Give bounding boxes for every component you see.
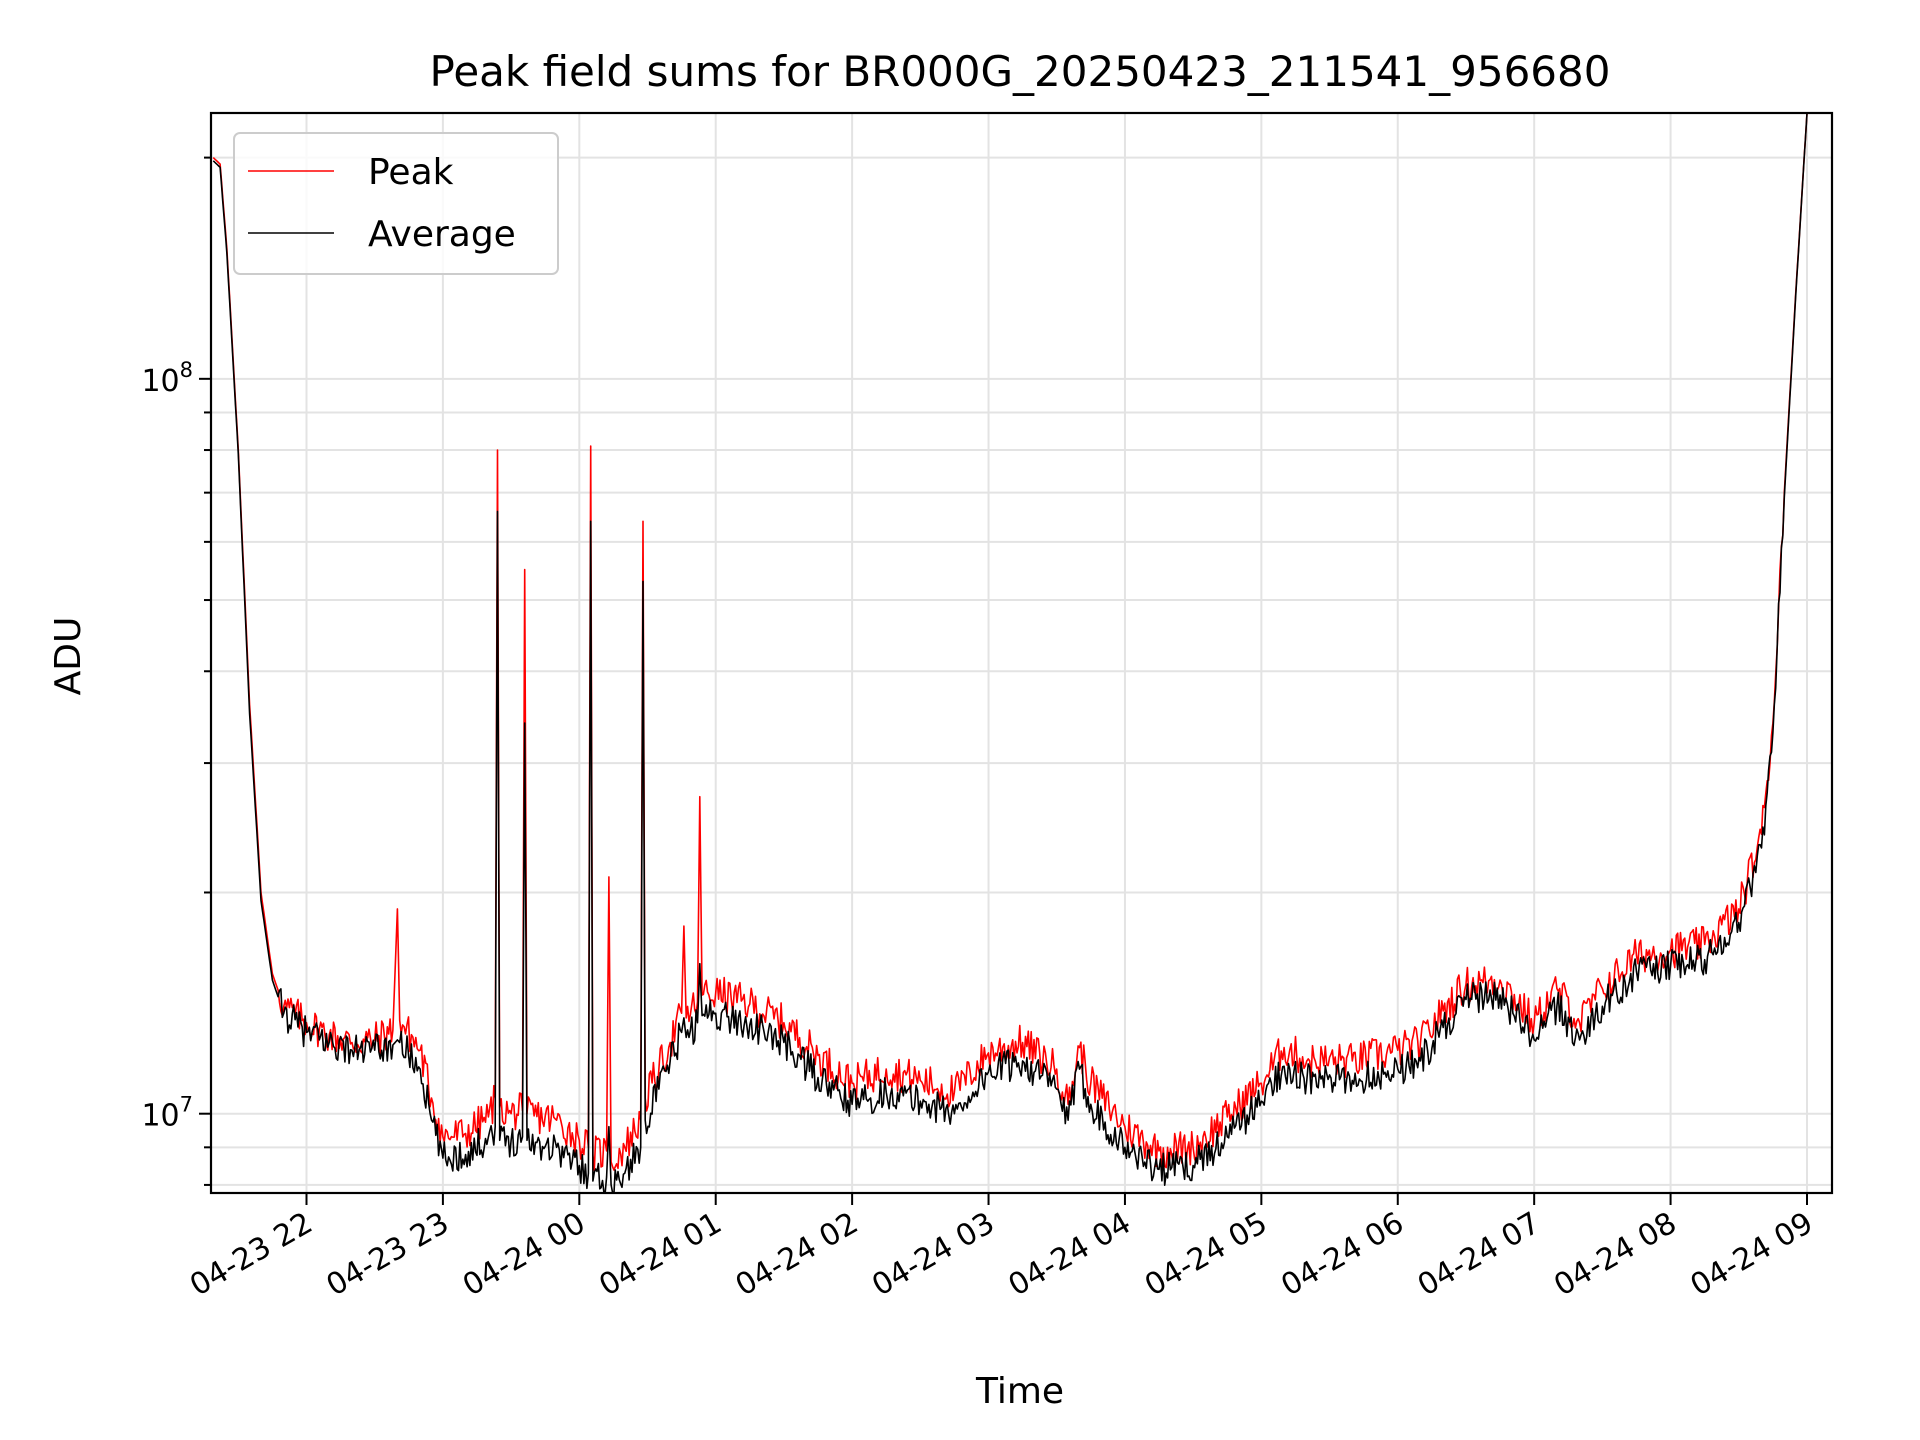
- legend-box: [233, 132, 559, 275]
- series-line-average: [212, 113, 1808, 1193]
- y-tick-label: 107: [141, 1093, 193, 1134]
- legend-label-peak: Peak: [368, 152, 454, 193]
- legend: Peak Average: [233, 132, 559, 275]
- x-axis-label: Time: [975, 1371, 1064, 1412]
- y-axis-label: ADU: [48, 617, 89, 696]
- series-layer: [212, 113, 1808, 1193]
- plot-frame: [209, 111, 1834, 1195]
- chart-title: Peak field sums for BR000G_20250423_2115…: [430, 47, 1611, 96]
- y-tick-label: 108: [141, 358, 193, 399]
- grid: [211, 113, 1832, 1193]
- legend-label-average: Average: [368, 214, 516, 255]
